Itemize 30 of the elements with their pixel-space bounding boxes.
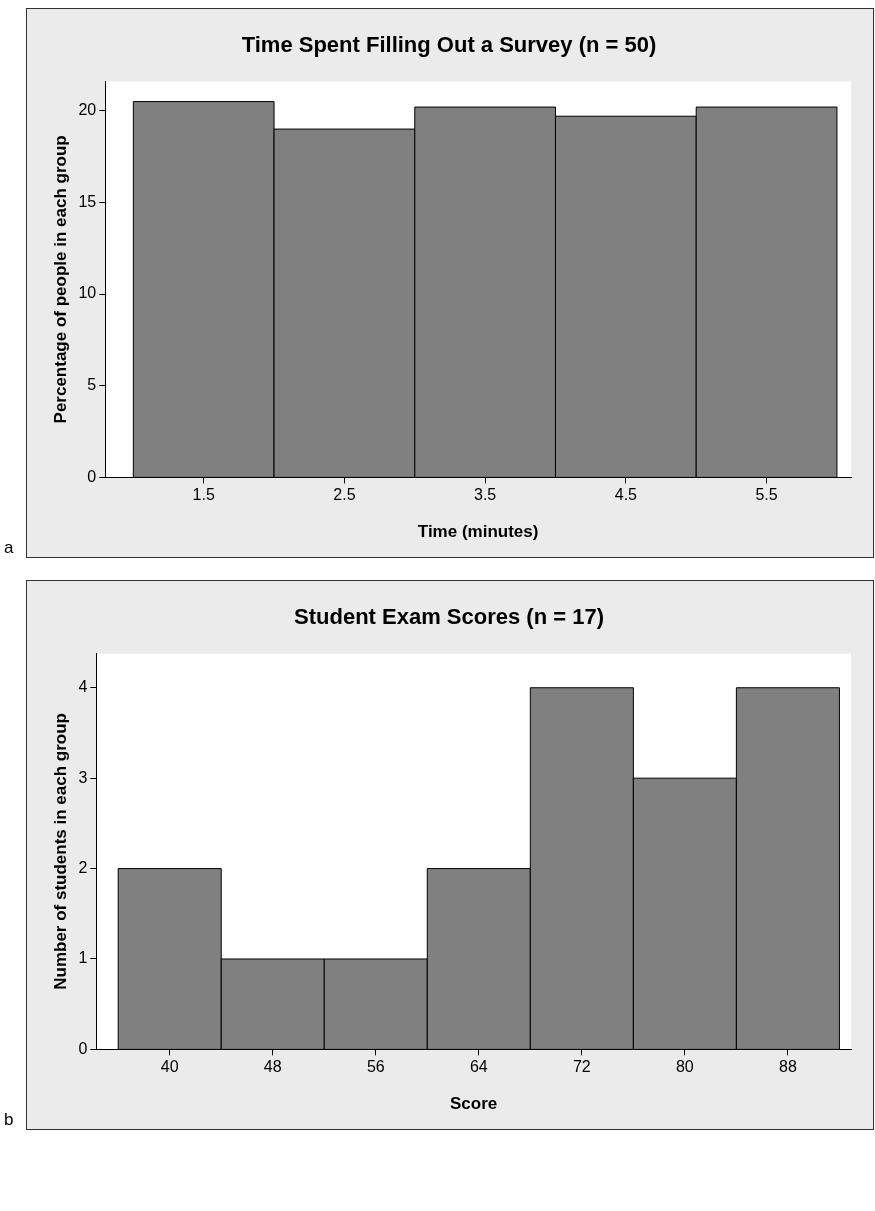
x-axis-title: Score [450, 1094, 498, 1114]
y-tick-label: 10 [78, 284, 97, 302]
y-tick-label: 1 [78, 949, 88, 967]
x-tick-label: 1.5 [192, 486, 215, 504]
chart-title: Student Exam Scores (n = 17) [294, 604, 604, 630]
x-tick-label: 48 [263, 1058, 282, 1076]
x-tick-label: 40 [160, 1058, 179, 1076]
x-tick-label: 2.5 [333, 486, 356, 504]
y-tick-label: 2 [78, 858, 88, 876]
x-tick-label: 56 [366, 1058, 385, 1076]
y-tick-label: 3 [78, 768, 88, 786]
y-tick-label: 4 [78, 678, 88, 696]
chart-title: Time Spent Filling Out a Survey (n = 50) [241, 32, 657, 58]
x-tick-label: 72 [572, 1058, 591, 1076]
y-tick-label: 20 [78, 101, 97, 119]
y-tick-label: 5 [87, 376, 97, 394]
x-tick-label: 88 [779, 1058, 797, 1076]
x-tick-label: 5.5 [755, 486, 778, 504]
x-tick-label: 3.5 [474, 486, 497, 504]
x-tick-label: 80 [675, 1058, 694, 1076]
x-tick-label: 4.5 [614, 486, 638, 504]
x-axis-title: Time (minutes) [417, 522, 539, 542]
text: a [3, 538, 15, 558]
y-tick-label: 0 [78, 1039, 88, 1057]
y-tick-label: 0 [87, 467, 97, 485]
text: b [3, 1110, 15, 1130]
x-tick-label: 64 [469, 1058, 488, 1076]
y-tick-label: 15 [78, 192, 97, 210]
y-axis-title: Percentage of people in each group [50, 135, 70, 424]
y-axis-title: Number of students in each group [50, 713, 70, 990]
